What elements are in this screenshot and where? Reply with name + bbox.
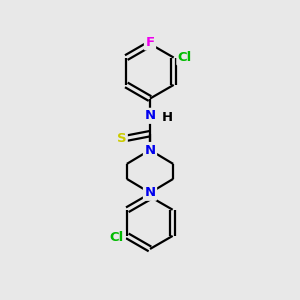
- Text: Cl: Cl: [110, 231, 124, 244]
- Text: N: N: [144, 143, 156, 157]
- Text: H: H: [161, 111, 172, 124]
- Text: F: F: [146, 36, 154, 49]
- Text: Cl: Cl: [178, 51, 192, 64]
- Text: S: S: [117, 132, 126, 145]
- Text: N: N: [144, 186, 156, 199]
- Text: N: N: [144, 109, 156, 122]
